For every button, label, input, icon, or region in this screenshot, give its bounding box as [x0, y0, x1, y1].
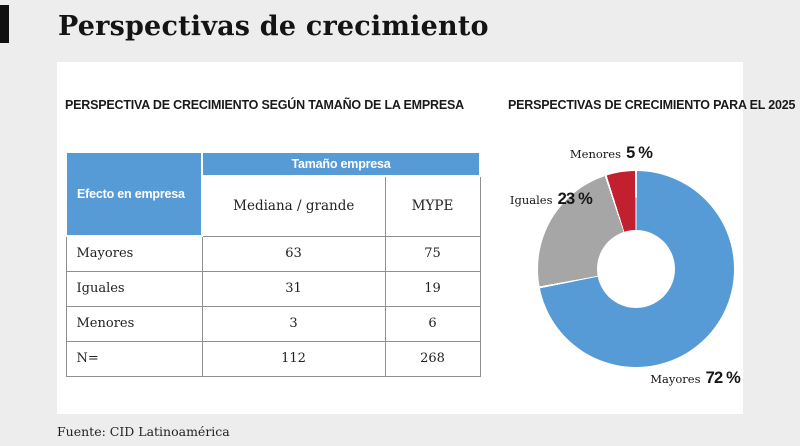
row-label-cell: Mayores — [65, 235, 203, 272]
value-cell-mype: 6 — [384, 305, 481, 342]
table-header-row: Efecto en empresa Tamaño empresa — [65, 151, 481, 237]
value-cell-mediana-grande: 63 — [201, 235, 386, 272]
donut-hole — [597, 230, 675, 308]
slice-label-mayores-value: 72 % — [705, 369, 741, 387]
table-row: Mayores 63 75 — [65, 235, 481, 272]
slice-label-mayores: Mayores 72 % — [620, 368, 741, 388]
column-header-mediana-grande: Mediana / grande — [201, 175, 386, 237]
slice-label-menores-value: 5 % — [626, 144, 653, 162]
table-row: Menores 3 6 — [65, 305, 481, 342]
donut-chart — [538, 171, 734, 367]
slice-label-iguales-value: 23 % — [557, 190, 593, 208]
table-row-header-cell: Efecto en empresa — [65, 151, 203, 237]
value-cell-mype: 75 — [384, 235, 481, 272]
slice-label-menores: Menores 5 % — [541, 143, 681, 163]
table-section-heading: PERSPECTIVA DE CRECIMIENTO SEGÚN TAMAÑO … — [65, 98, 464, 112]
slice-label-iguales-text: Iguales — [509, 193, 553, 207]
row-label-cell: N= — [65, 340, 203, 377]
content-card: PERSPECTIVA DE CRECIMIENTO SEGÚN TAMAÑO … — [57, 62, 795, 414]
value-cell-mediana-grande: 3 — [201, 305, 386, 342]
slice-label-menores-text: Menores — [569, 147, 621, 161]
slice-label-mayores-text: Mayores — [650, 372, 701, 386]
row-label-cell: Menores — [65, 305, 203, 342]
value-cell-mediana-grande: 112 — [201, 340, 386, 377]
table-col-group-header: Tamaño empresa — [201, 151, 481, 177]
growth-table: Efecto en empresa Tamaño empresa Mediana… — [65, 151, 481, 377]
table-row: Iguales 31 19 — [65, 270, 481, 307]
slice-label-iguales: Iguales 23 % — [472, 189, 593, 209]
table-colnames-row: Mediana / grande MYPE — [66, 175, 481, 237]
value-cell-mype: 268 — [384, 340, 481, 377]
corner-accent-bar — [0, 5, 9, 43]
row-label-cell: Iguales — [65, 270, 203, 307]
source-note: Fuente: CID Latinoamérica — [57, 424, 230, 439]
table-row: N= 112 268 — [65, 340, 481, 377]
page-title: Perspectivas de crecimiento — [58, 11, 489, 42]
value-cell-mediana-grande: 31 — [201, 270, 386, 307]
column-header-mype: MYPE — [384, 175, 481, 237]
value-cell-mype: 19 — [384, 270, 481, 307]
chart-section-heading: PERSPECTIVAS DE CRECIMIENTO PARA EL 2025 — [508, 98, 796, 112]
